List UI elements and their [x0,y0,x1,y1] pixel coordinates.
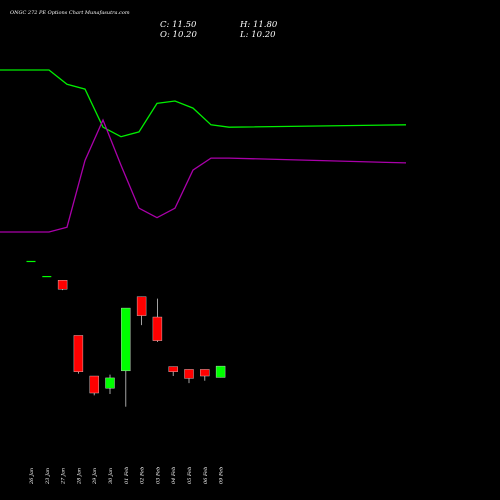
candle-2 [42,275,52,278]
candle-9 [152,298,163,343]
x-tick-label: 06 Feb [203,467,209,484]
low-value: L: 10.20 [239,30,276,40]
candle-body [184,369,194,379]
candle-12 [200,369,210,381]
x-tick-label: 28 Jan [76,468,82,485]
candle-body [200,369,210,377]
candle-10 [168,366,178,377]
x-tick-label: 27 Jan [61,468,67,485]
candle-6 [105,374,115,394]
x-tick-label: 29 Jan [92,468,98,485]
candle-3 [57,280,68,291]
indicator-line-2 [0,118,407,233]
chart-title: ONGC 272 PE Options Chart Munafasutra.co… [10,10,130,16]
candle-body [152,316,163,341]
x-tick-label: 05 Feb [187,467,193,484]
x-tick-label: 09 Feb [219,467,225,484]
candle-body [57,280,68,290]
x-tick-label: 01 Feb [124,467,130,484]
candle-body [73,335,84,372]
x-tick-label: 23 Jan [45,468,51,485]
candle-body [89,375,99,394]
x-tick-label: 26 Jan [29,468,35,485]
candle-body [105,377,115,389]
open-value: O: 10.20 [160,30,197,40]
candle-4 [73,335,84,374]
candle-body [215,365,226,378]
indicator-line-1 [0,69,407,138]
x-tick-label: 02 Feb [140,467,146,484]
candle-body [168,366,178,372]
indicator-lines [0,69,407,233]
candle-8 [136,296,147,326]
candle-5 [89,375,99,396]
candle-7 [121,307,131,407]
x-tick-label: 30 Jan [108,468,114,484]
candles [26,260,226,407]
close-value: C: 11.50 [160,20,197,30]
x-axis-ticks: 26 Jan 23 Jan 27 Jan 28 Jan 29 Jan 30 Jan 01 F… [29,467,225,485]
candle-13 [215,365,226,378]
candle-11 [184,369,194,384]
candle-body [42,275,52,278]
x-tick-label: 03 Feb [155,467,161,484]
candle-body [121,307,131,372]
candle-body [136,296,147,316]
high-value: H: 11.80 [239,20,278,30]
candle-body [26,260,36,263]
candle-1 [26,260,36,263]
x-tick-label: 04 Feb [171,467,177,484]
